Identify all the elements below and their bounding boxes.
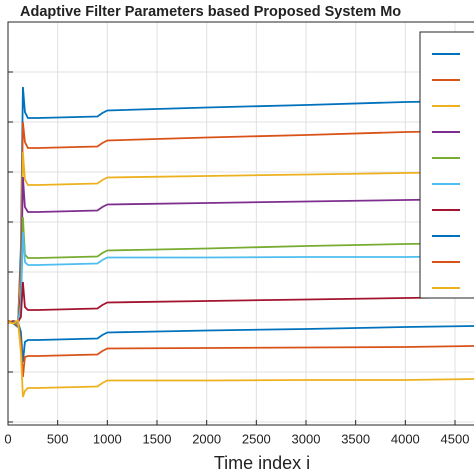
x-tick-label: 500 (47, 431, 69, 446)
x-tick-label: 4000 (391, 431, 420, 446)
x-tick-label: 2000 (192, 431, 221, 446)
series-line (8, 176, 474, 326)
series-line (8, 321, 474, 363)
series-line (8, 281, 474, 324)
legend-box (419, 31, 474, 299)
grid (7, 21, 474, 425)
legend (419, 31, 474, 299)
x-tick-label: 0 (4, 431, 11, 446)
series-line (8, 216, 474, 325)
plot-frame (7, 21, 474, 426)
x-tick-label: 4500 (441, 431, 470, 446)
series-line (8, 121, 474, 328)
series-line (8, 231, 474, 325)
series-line (8, 318, 474, 398)
x-tick-label: 1500 (143, 431, 172, 446)
x-tick-label: 2500 (242, 431, 271, 446)
plot-lines (8, 86, 474, 398)
x-tick-label: 1000 (93, 431, 122, 446)
series-line (8, 86, 474, 329)
chart-title: Adaptive Filter Parameters based Propose… (20, 4, 401, 20)
x-tick-label: 3500 (341, 431, 370, 446)
x-axis-label: Time index i (214, 453, 310, 473)
x-tick-label: 3000 (292, 431, 321, 446)
